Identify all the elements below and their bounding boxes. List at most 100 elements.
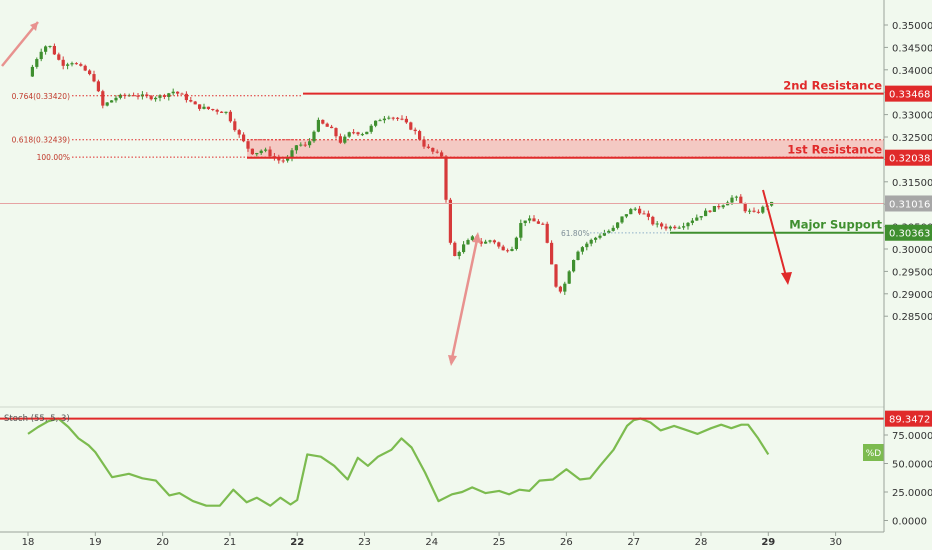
candle xyxy=(167,92,171,101)
price-tag-box xyxy=(885,149,932,166)
candle xyxy=(259,149,263,155)
stoch-axis: 75.0000 50.0000 25.0000 0.0000 xyxy=(884,431,932,528)
candle-body xyxy=(171,91,175,94)
candle xyxy=(316,117,320,133)
candle-body xyxy=(664,226,668,229)
candle xyxy=(255,152,259,157)
candle xyxy=(44,45,48,55)
price-tag: 0.32038 xyxy=(885,149,932,166)
candle xyxy=(422,136,426,149)
candle xyxy=(132,92,136,97)
price-tag-label: 89.3472 xyxy=(889,415,930,426)
price-tag-label: 0.30363 xyxy=(889,229,930,240)
candle xyxy=(365,131,369,135)
candle-body xyxy=(457,252,461,257)
candle-body xyxy=(48,45,52,47)
candle xyxy=(39,48,43,62)
candle-body xyxy=(343,136,347,143)
time-axis: 18 19 20 21 22 23 24 25 26 27 28 29 30 xyxy=(22,532,842,548)
candle-body xyxy=(334,128,338,137)
candle-body xyxy=(154,97,158,100)
candle-body xyxy=(523,220,527,224)
candle xyxy=(79,62,83,67)
candle xyxy=(189,96,193,103)
candle-body xyxy=(545,223,549,243)
candle-body xyxy=(554,264,558,287)
candle xyxy=(299,142,303,147)
candle xyxy=(717,203,721,210)
candle-body xyxy=(444,156,448,200)
price-tag-box xyxy=(885,195,932,212)
price-tags: 0.33468 0.32038 0.31016 0.30363 89.3472 xyxy=(885,85,932,427)
candle-body xyxy=(695,217,699,221)
candle xyxy=(184,91,188,103)
candle xyxy=(206,106,210,110)
level-label: 1st Resistance xyxy=(787,143,882,157)
candle-body xyxy=(338,136,342,143)
candle-body xyxy=(462,244,466,253)
price-tag: 0.31016 xyxy=(885,195,932,212)
candle-body xyxy=(211,108,215,110)
candle xyxy=(501,244,505,251)
fib-labels: 0.764(0.33420) 0.618(0.32439) 100.00% 61.80… xyxy=(12,92,884,238)
candle-body xyxy=(567,271,571,284)
candle xyxy=(105,101,109,107)
candle xyxy=(712,205,716,212)
candle xyxy=(708,209,712,213)
candle-body xyxy=(281,160,285,162)
candle-body xyxy=(316,119,320,132)
candle xyxy=(96,79,100,93)
candle-body xyxy=(92,74,96,82)
candle-body xyxy=(756,211,760,213)
candle xyxy=(536,219,540,224)
candle-body xyxy=(352,132,356,134)
candle xyxy=(233,118,237,132)
candle xyxy=(677,225,681,230)
candle xyxy=(660,222,664,230)
candle xyxy=(510,246,514,252)
candle xyxy=(479,237,483,247)
candle-body xyxy=(440,152,444,157)
candle xyxy=(242,132,246,143)
candle-body xyxy=(74,63,78,65)
candle-body xyxy=(396,117,400,119)
candle xyxy=(756,209,760,214)
candle xyxy=(378,118,382,122)
candle xyxy=(695,214,699,221)
candle xyxy=(484,239,488,244)
candle xyxy=(655,221,659,228)
candle xyxy=(88,69,92,76)
candle-body xyxy=(431,147,435,152)
candle xyxy=(48,45,52,49)
price-tick-label: 0.34000 xyxy=(892,66,932,77)
candle-body xyxy=(44,46,48,52)
price-tick-label: 0.34500 xyxy=(892,43,932,54)
candle-body xyxy=(492,240,496,243)
time-tick-label: 20 xyxy=(156,537,169,548)
stoch-badge-box xyxy=(863,444,884,461)
stoch-panel-label: Stoch (55, 5, 3) xyxy=(4,414,70,424)
candle xyxy=(580,246,584,255)
candle xyxy=(690,217,694,226)
candle-body xyxy=(404,118,408,123)
candle xyxy=(470,235,474,241)
candle-body xyxy=(633,208,637,210)
candle-body xyxy=(708,210,712,212)
candle-body xyxy=(290,150,294,159)
candle-body xyxy=(479,241,483,244)
price-tick-label: 0.33000 xyxy=(892,111,932,122)
candle-body xyxy=(629,209,633,215)
candle xyxy=(748,208,752,215)
arrow-rise-head xyxy=(472,232,481,243)
candle xyxy=(550,240,554,265)
candle-body xyxy=(96,81,100,92)
candle xyxy=(506,248,510,253)
candle xyxy=(374,120,378,128)
candle-body xyxy=(585,243,589,248)
candle-body xyxy=(594,237,598,240)
price-tick-label: 0.28500 xyxy=(892,312,932,323)
candle-body xyxy=(642,213,646,215)
candle-body xyxy=(536,221,540,224)
candle-body xyxy=(761,206,765,213)
candle xyxy=(215,108,219,115)
